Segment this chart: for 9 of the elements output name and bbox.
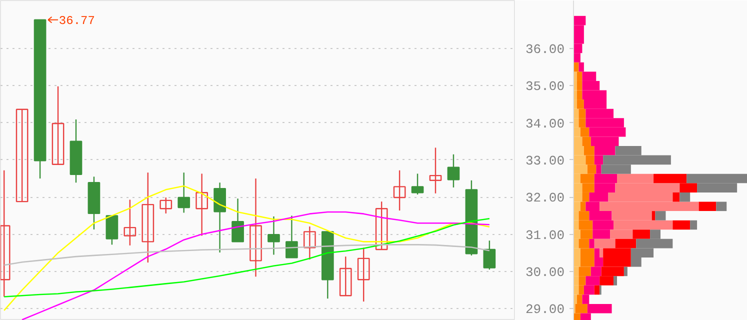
y-tick-label: 32.00 [525,190,565,206]
y-tick-label: 35.00 [525,79,565,94]
y-tick-label: 29.00 [525,302,565,318]
y-tick-label: 36.00 [525,42,565,57]
y-tick-label: 34.00 [525,116,565,132]
y-tick-label: 30.00 [525,264,565,280]
annotation: 36.77 [58,14,95,28]
y-tick-label: 31.00 [525,228,565,243]
y-tick-label: 33.00 [525,153,565,168]
